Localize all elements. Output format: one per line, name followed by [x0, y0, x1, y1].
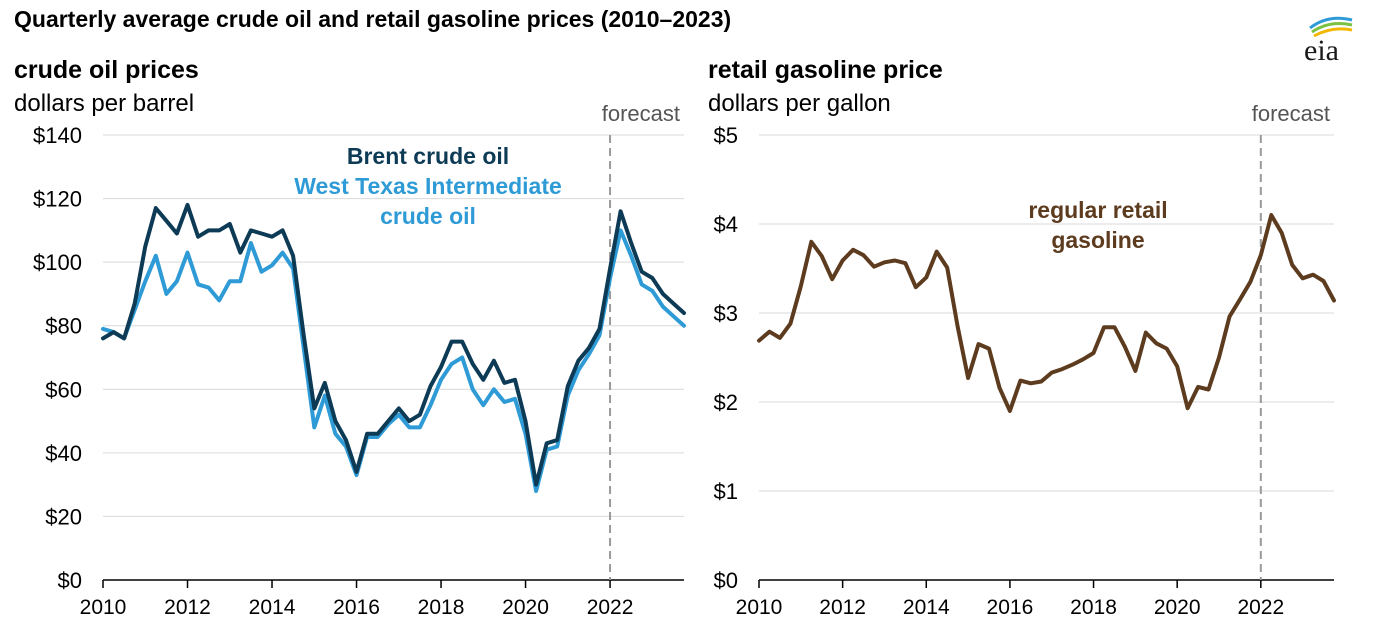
crude-oil-chart: $140 $120 $100 $80 $60 $40 $20 $0 2010 2012 2014 20…: [33, 101, 686, 619]
y-tick-label: $5: [714, 123, 738, 148]
crude-panel-subtitle: dollars per barrel: [14, 90, 195, 117]
x-tick-label: 2014: [249, 596, 296, 619]
gasoline-series-label-line1: regular retail: [1028, 197, 1167, 223]
y-tick-label: $0: [58, 568, 82, 593]
y-tick-label: $40: [45, 441, 82, 466]
y-tick-label: $1: [714, 479, 738, 504]
forecast-label: forecast: [602, 101, 680, 126]
y-tick-label: $80: [45, 314, 82, 339]
x-tick-label: 2020: [1154, 596, 1201, 619]
x-tick-label: 2016: [987, 596, 1034, 619]
gasoline-chart: $5 $4 $3 $2 $1 $0 2010 2012 2014 2016 2018 2020 2022…: [714, 101, 1336, 619]
y-tick-label: $140: [33, 123, 82, 148]
wti-series-label-line1: West Texas Intermediate: [294, 173, 562, 199]
eia-logo-text: eia: [1304, 34, 1339, 66]
x-tick-label: 2010: [80, 596, 127, 619]
series-annotations: Brent crude oil West Texas Intermediate …: [294, 143, 1167, 253]
gasoline-panel-title: retail gasoline price: [708, 56, 943, 84]
chart-main-title: Quarterly average crude oil and retail g…: [14, 6, 732, 32]
eia-logo: eia: [1304, 16, 1353, 66]
series-line-brent-crude-oil: [101, 202, 686, 487]
series-line-west-texas-intermediate-crude-oil: [101, 228, 686, 493]
x-tick-label: 2010: [736, 596, 783, 619]
x-tick-label: 2022: [1237, 596, 1284, 619]
y-tick-label: $60: [45, 377, 82, 402]
gasoline-panel-subtitle: dollars per gallon: [708, 90, 891, 117]
x-tick-label: 2014: [903, 596, 950, 619]
wti-series-label-line2: crude oil: [380, 203, 476, 229]
x-tick-label: 2022: [587, 596, 634, 619]
series-line-regular-retail-gasoline: [757, 213, 1336, 413]
y-tick-label: $0: [714, 568, 738, 593]
x-tick-label: 2012: [819, 596, 866, 619]
forecast-label: forecast: [1252, 101, 1330, 126]
x-tick-label: 2020: [502, 596, 549, 619]
y-tick-label: $2: [714, 390, 738, 415]
y-tick-label: $100: [33, 250, 82, 275]
y-tick-label: $20: [45, 504, 82, 529]
y-tick-label: $4: [714, 212, 738, 237]
y-tick-label: $120: [33, 187, 82, 212]
x-tick-label: 2018: [418, 596, 465, 619]
x-tick-label: 2012: [164, 596, 211, 619]
gasoline-series-label-line2: gasoline: [1051, 227, 1144, 253]
x-tick-label: 2016: [333, 596, 380, 619]
brent-series-label: Brent crude oil: [347, 143, 509, 169]
y-tick-label: $3: [714, 301, 738, 326]
x-tick-label: 2018: [1070, 596, 1117, 619]
crude-panel-title: crude oil prices: [14, 56, 199, 84]
